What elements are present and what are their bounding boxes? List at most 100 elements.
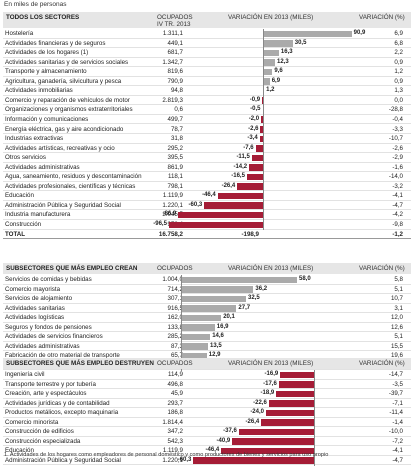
row-label: Actividades inmobiliarias xyxy=(5,87,73,94)
variation-bar xyxy=(263,50,279,57)
variation-pct: 0,9 xyxy=(363,78,403,85)
variation-bar xyxy=(279,381,314,388)
variation-value-label: -2,0 xyxy=(249,116,259,122)
variation-value-label: 27,7 xyxy=(238,305,250,311)
variation-bar xyxy=(204,202,263,209)
section-title: SUBSECTORES QUE MÁS EMPLEO DESTRUYEN xyxy=(6,360,154,367)
occupied-value: 916,5 xyxy=(133,305,183,312)
variation-bar xyxy=(181,315,221,322)
occupied-value: 496,8 xyxy=(133,381,183,388)
occupied-value: 499,7 xyxy=(133,116,183,123)
variation-value-label: 1,2 xyxy=(266,87,274,93)
variation-value-label: -16,5 xyxy=(231,173,245,179)
variation-pct: -2,6 xyxy=(363,145,403,152)
occupied-value: 285,2 xyxy=(133,333,183,340)
row-label: Hostelería xyxy=(5,30,33,37)
variation-pct: 5,8 xyxy=(363,276,403,283)
total-pct: -1,2 xyxy=(363,231,403,238)
table-row: Agua, saneamiento, residuos y descontami… xyxy=(3,172,411,182)
occupied-value: 133,8 xyxy=(133,324,183,331)
variation-value-label: -3,4 xyxy=(247,135,257,141)
units-note: En miles de personas xyxy=(4,2,67,9)
occupied-value: 819,6 xyxy=(133,68,183,75)
occupied-value: 1.004,0 xyxy=(133,276,183,283)
row-label: Actividades administrativas xyxy=(5,164,80,171)
row-label: Otros servicios xyxy=(5,154,46,161)
table-row: Otros servicios 395,5 -11,5 -2,9 xyxy=(3,153,411,163)
column-header-occupied: OCUPADOS xyxy=(157,14,193,21)
variation-bar xyxy=(181,277,297,284)
zero-axis xyxy=(181,275,182,371)
row-label: Industrias extractivas xyxy=(5,135,63,142)
variation-value-label: -26,4 xyxy=(222,183,236,189)
variation-value-label: -86,9 xyxy=(163,211,177,217)
row-label: Comercio minorista xyxy=(5,419,58,426)
variation-bar xyxy=(276,391,314,398)
variation-value-label: -11,5 xyxy=(236,154,249,160)
occupied-value: 31,8 xyxy=(133,135,183,142)
variation-bar xyxy=(263,31,352,38)
row-label: Construcción especializada xyxy=(5,438,80,445)
variation-bar xyxy=(263,40,293,47)
row-label: Información y comunicaciones xyxy=(5,116,88,123)
occupied-value: 78,7 xyxy=(133,126,183,133)
variation-pct: 15,5 xyxy=(363,343,403,350)
variation-pct: 2,2 xyxy=(363,49,403,56)
occupied-value: 790,9 xyxy=(133,78,183,85)
variation-bar xyxy=(181,343,208,350)
row-label: Comercio y reparación de vehículos de mo… xyxy=(5,97,130,104)
variation-value-label: -7,6 xyxy=(243,145,253,151)
variation-pct: -28,8 xyxy=(363,106,403,113)
row-label: Construcción de edificios xyxy=(5,428,74,435)
section-title: TODOS LOS SECTORES xyxy=(6,14,79,21)
occupied-value: 395,5 xyxy=(133,154,183,161)
occupied-value: 449,1 xyxy=(133,40,183,47)
occupied-value: 118,1 xyxy=(133,173,183,180)
variation-value-label: 58,0 xyxy=(299,276,311,282)
row-label: Administración Pública y Seguridad Socia… xyxy=(5,202,121,209)
row-label: Transporte terrestre y por tubería xyxy=(5,381,96,388)
row-label: Actividades sanitarias xyxy=(5,305,65,312)
row-label: Construcción xyxy=(5,221,41,228)
row-label: Agua, saneamiento, residuos y descontami… xyxy=(5,173,142,180)
variation-pct: 12,0 xyxy=(363,314,403,321)
variation-pct: -7,2 xyxy=(363,438,403,445)
variation-value-label: 6,9 xyxy=(272,78,280,84)
row-label: Actividades administrativas xyxy=(5,343,80,350)
variation-pct: 0,9 xyxy=(363,59,403,66)
column-header-period: IV TR. 2013 xyxy=(157,21,191,28)
column-header-variation-pct: VARIACIÓN (%) xyxy=(359,14,405,21)
variation-pct: 5,1 xyxy=(363,333,403,340)
variation-value-label: -24,0 xyxy=(250,409,264,415)
variation-pct: -3,5 xyxy=(363,381,403,388)
table-row: Servicios de comidas y bebidas 1.004,0 58,… xyxy=(3,275,411,285)
variation-bar xyxy=(232,438,314,445)
row-label: Energía eléctrica, gas y aire acondicion… xyxy=(5,126,123,133)
row-label: Productos metálicos, excepto maquinaria xyxy=(5,409,118,416)
occupied-value: 1.119,9 xyxy=(133,192,183,199)
occupied-value: 861,9 xyxy=(133,164,183,171)
table-row: Actividades profesionales, científicas y… xyxy=(3,182,411,192)
variation-pct: 1,3 xyxy=(363,87,403,94)
variation-pct: -14,0 xyxy=(363,173,403,180)
variation-value-label: -18,9 xyxy=(261,390,275,396)
occupied-value: 1.342,7 xyxy=(133,59,183,66)
variation-bar xyxy=(247,174,263,181)
variation-pct: 6,9 xyxy=(363,30,403,37)
row-label: Transporte y almacenamiento xyxy=(5,68,87,75)
occupied-value: 0,6 xyxy=(133,106,183,113)
occupied-value: 186,8 xyxy=(133,409,183,416)
zero-axis xyxy=(263,29,264,230)
variation-pct: -2,9 xyxy=(363,154,403,161)
variation-value-label: 16,9 xyxy=(217,324,229,330)
occupied-value: 798,1 xyxy=(133,183,183,190)
occupied-value: 307,1 xyxy=(133,295,183,302)
row-label: Servicios de comidas y bebidas xyxy=(5,276,92,283)
row-label: Actividades jurídicas y de contabilidad xyxy=(5,400,110,407)
